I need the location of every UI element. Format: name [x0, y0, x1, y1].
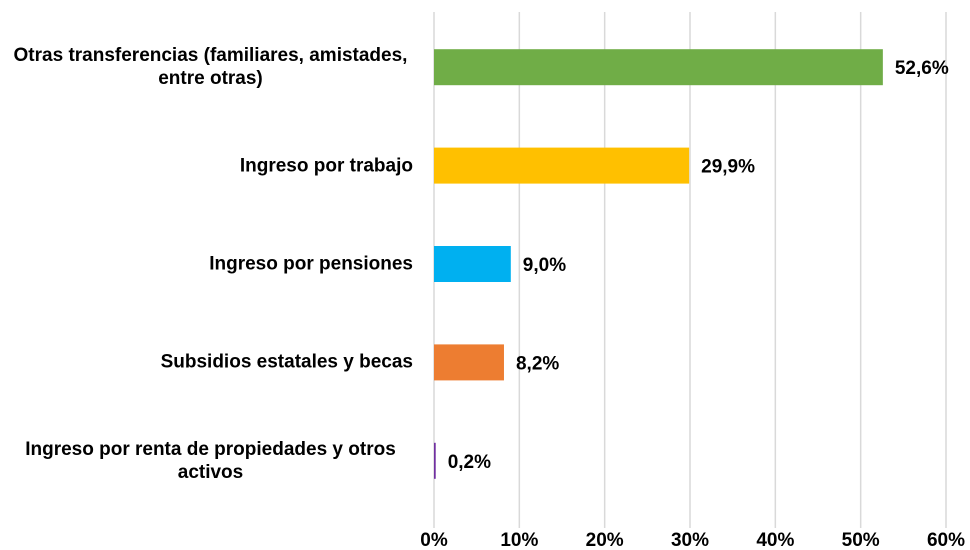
bar: [434, 147, 690, 184]
category-label: Ingreso por pensiones: [8, 253, 413, 276]
x-tick-label: 20%: [586, 530, 624, 550]
value-label: 8,2%: [516, 353, 559, 374]
x-tick-label: 30%: [671, 530, 709, 550]
bar: [434, 246, 511, 282]
x-tick-label: 40%: [756, 530, 794, 550]
value-label: 29,9%: [701, 157, 755, 178]
bar: [434, 344, 504, 381]
category-text: Subsidios estatales y becas: [160, 351, 413, 373]
category-label: Subsidios estatales y becas: [8, 351, 413, 374]
value-label: 9,0%: [523, 255, 566, 276]
category-text: Ingreso por renta de propiedades y otros…: [25, 438, 396, 483]
category-label: Otras transferencias (familiares, amista…: [8, 44, 413, 90]
value-label: 52,6%: [895, 58, 949, 79]
category-label: Ingreso por renta de propiedades y otros…: [8, 438, 413, 484]
category-text: Ingreso por pensiones: [209, 253, 413, 275]
category-text: Ingreso por trabajo: [239, 155, 413, 177]
x-tick-label: 60%: [927, 530, 965, 550]
category-text: Otras transferencias (familiares, amista…: [13, 45, 408, 90]
bar: [434, 49, 883, 86]
value-label: 0,2%: [448, 452, 491, 473]
category-label: Ingreso por trabajo: [8, 154, 413, 177]
x-tick-label: 50%: [842, 530, 880, 550]
bar: [434, 442, 436, 479]
x-tick-label: 0%: [420, 530, 448, 550]
x-tick-label: 10%: [500, 530, 538, 550]
